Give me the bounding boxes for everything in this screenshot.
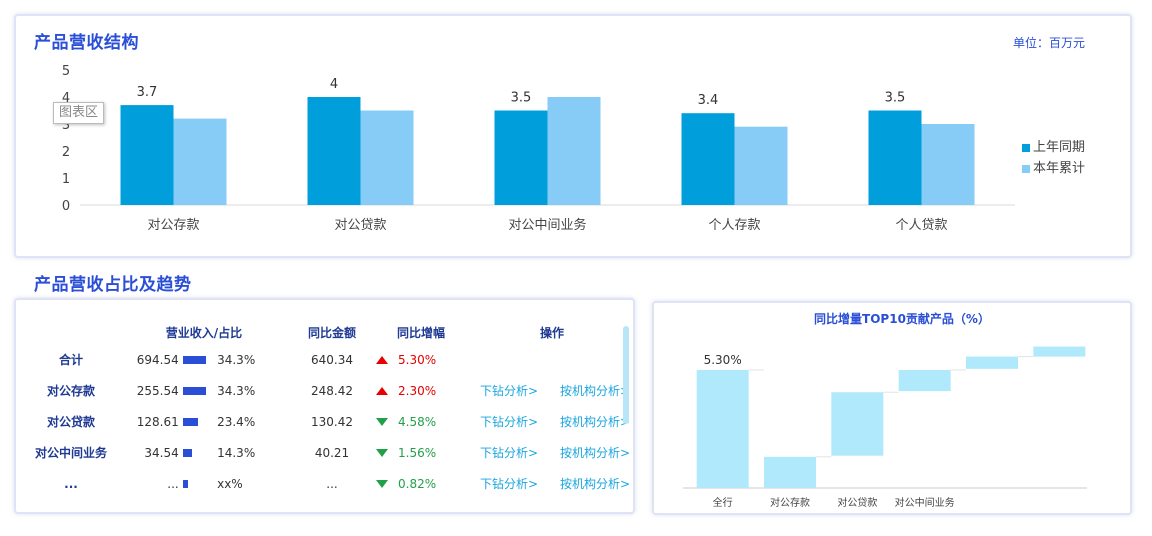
header-revenue-share: 营业收入/占比 [165, 325, 243, 340]
legend-label-last-year: 上年同期 [1033, 140, 1086, 155]
x-tick-label: 对公中间业务 [508, 217, 586, 233]
x-tick-label: 个人存款 [708, 218, 760, 233]
revenue-bar-chart[interactable]: 0 1 2 3 4 5 3.7 对公存款 4 对公贷款 3.5 对公中间业务 3.4 个人存款 3.5 个人贷… [0, 0, 1152, 260]
x-tick-label: 对公存款 [147, 218, 199, 233]
share-bar [182, 387, 206, 395]
row-yoy-amount: 248.42 [311, 383, 353, 398]
row-amount: ... [167, 476, 179, 491]
data-label: 3.5 [511, 91, 532, 106]
data-label: 3.5 [885, 91, 906, 106]
bar-this-year [360, 110, 414, 205]
y-tick-label: 0 [62, 199, 70, 214]
row-growth: 1.56% [398, 445, 437, 460]
row-growth: 2.30% [398, 383, 437, 398]
row-amount: 694.54 [136, 352, 179, 367]
trend-down-icon [376, 449, 388, 457]
y-tick-label: 5 [62, 64, 70, 79]
revenue-share-panel [14, 298, 635, 514]
row-yoy-amount: ... [326, 476, 338, 491]
org-analysis-link[interactable]: 按机构分析> [559, 384, 631, 398]
row-name: 对公中间业务 [34, 446, 107, 460]
row-share: 23.4% [217, 414, 256, 429]
legend-item-this-year[interactable]: 本年累计 [1022, 157, 1085, 176]
row-share: 14.3% [217, 445, 256, 460]
table-header-row: 营业收入/占比 同比金额 同比增幅 操作 [22, 320, 638, 344]
header-actions: 操作 [539, 325, 564, 340]
trend-down-icon [376, 418, 388, 426]
share-bar [182, 449, 193, 457]
trend-up-icon [376, 387, 388, 395]
revenue-share-table: 营业收入/占比 同比金额 同比增幅 操作 合计 694.54 34.3% 640.34… [22, 320, 638, 499]
table-scrollbar[interactable] [623, 326, 629, 424]
unit-label: 单位：百万元 [1013, 36, 1086, 50]
row-yoy-amount: 40.21 [314, 445, 350, 460]
bar-last-year [681, 113, 735, 205]
top10-contribution-panel [652, 301, 1132, 515]
bar-last-year [307, 97, 361, 205]
y-tick-label: 2 [62, 145, 70, 160]
bar-this-year [921, 124, 975, 205]
row-share: xx% [217, 476, 243, 491]
row-share: 34.3% [217, 383, 256, 398]
row-yoy-amount: 640.34 [311, 352, 353, 367]
row-growth: 5.30% [398, 352, 437, 367]
y-tick-label: 3 [62, 118, 70, 133]
data-label: 3.4 [698, 93, 719, 108]
row-name: 对公存款 [46, 384, 95, 398]
table-row: 合计 694.54 34.3% 640.34 5.30% [22, 344, 638, 375]
drill-down-link[interactable]: 下钻分析> [479, 384, 539, 398]
share-bar [182, 356, 206, 364]
table-row: 对公贷款 128.61 23.4% 130.42 4.58% 下钻分析> 按机构分析> [22, 406, 638, 437]
row-yoy-amount: 130.42 [311, 414, 353, 429]
org-analysis-link[interactable]: 按机构分析> [559, 477, 631, 491]
header-yoy-growth: 同比增幅 [396, 325, 445, 340]
row-name: ... [64, 476, 78, 491]
row-growth: 4.58% [398, 414, 437, 429]
bar-last-year [868, 110, 922, 205]
drill-down-link[interactable]: 下钻分析> [479, 446, 539, 460]
drill-down-link[interactable]: 下钻分析> [479, 415, 539, 429]
revenue-share-trend-title: 产品营收占比及趋势 [34, 275, 192, 295]
header-name [22, 320, 120, 344]
row-growth: 0.82% [398, 476, 437, 491]
bar-this-year [734, 126, 788, 205]
revenue-structure-title: 产品营收结构 [34, 33, 139, 53]
chart-area-tooltip: 图表区 [53, 102, 105, 124]
legend-label-this-year: 本年累计 [1033, 161, 1086, 176]
trend-up-icon [376, 356, 388, 364]
header-yoy-amount: 同比金额 [307, 325, 356, 340]
row-amount: 128.61 [136, 414, 179, 429]
row-amount: 34.54 [144, 445, 179, 460]
legend-swatch-this-year [1022, 164, 1030, 173]
data-label: 4 [330, 77, 338, 92]
table-row: ...... xx%... 0.82% 下钻分析> 按机构分析> [22, 468, 638, 499]
y-tick-label: 4 [62, 91, 70, 106]
row-share: 34.3% [217, 352, 256, 367]
bar-this-year [547, 97, 601, 205]
x-tick-label: 个人贷款 [895, 218, 947, 233]
row-name: 合计 [58, 353, 83, 367]
bar-last-year [494, 110, 548, 205]
bar-last-year [120, 105, 174, 205]
drill-down-link[interactable]: 下钻分析> [479, 477, 539, 491]
legend-item-last-year[interactable]: 上年同期 [1022, 136, 1085, 155]
row-amount: 255.54 [136, 383, 179, 398]
table-row: 对公中间业务 34.54 14.3% 40.21 1.56% 下钻分析> 按机构分析> [22, 437, 638, 468]
share-bar [182, 480, 189, 488]
x-tick-label: 对公贷款 [334, 218, 386, 233]
trend-down-icon [376, 480, 388, 488]
legend-swatch-last-year [1022, 143, 1030, 152]
data-label: 3.7 [137, 85, 158, 100]
y-tick-label: 1 [62, 172, 70, 187]
org-analysis-link[interactable]: 按机构分析> [559, 415, 631, 429]
table-row: 对公存款 255.54 34.3% 248.42 2.30% 下钻分析> 按机构分析> [22, 375, 638, 406]
org-analysis-link[interactable]: 按机构分析> [559, 446, 631, 460]
share-bar [182, 418, 199, 426]
bar-this-year [173, 118, 227, 205]
row-name: 对公贷款 [46, 415, 95, 429]
